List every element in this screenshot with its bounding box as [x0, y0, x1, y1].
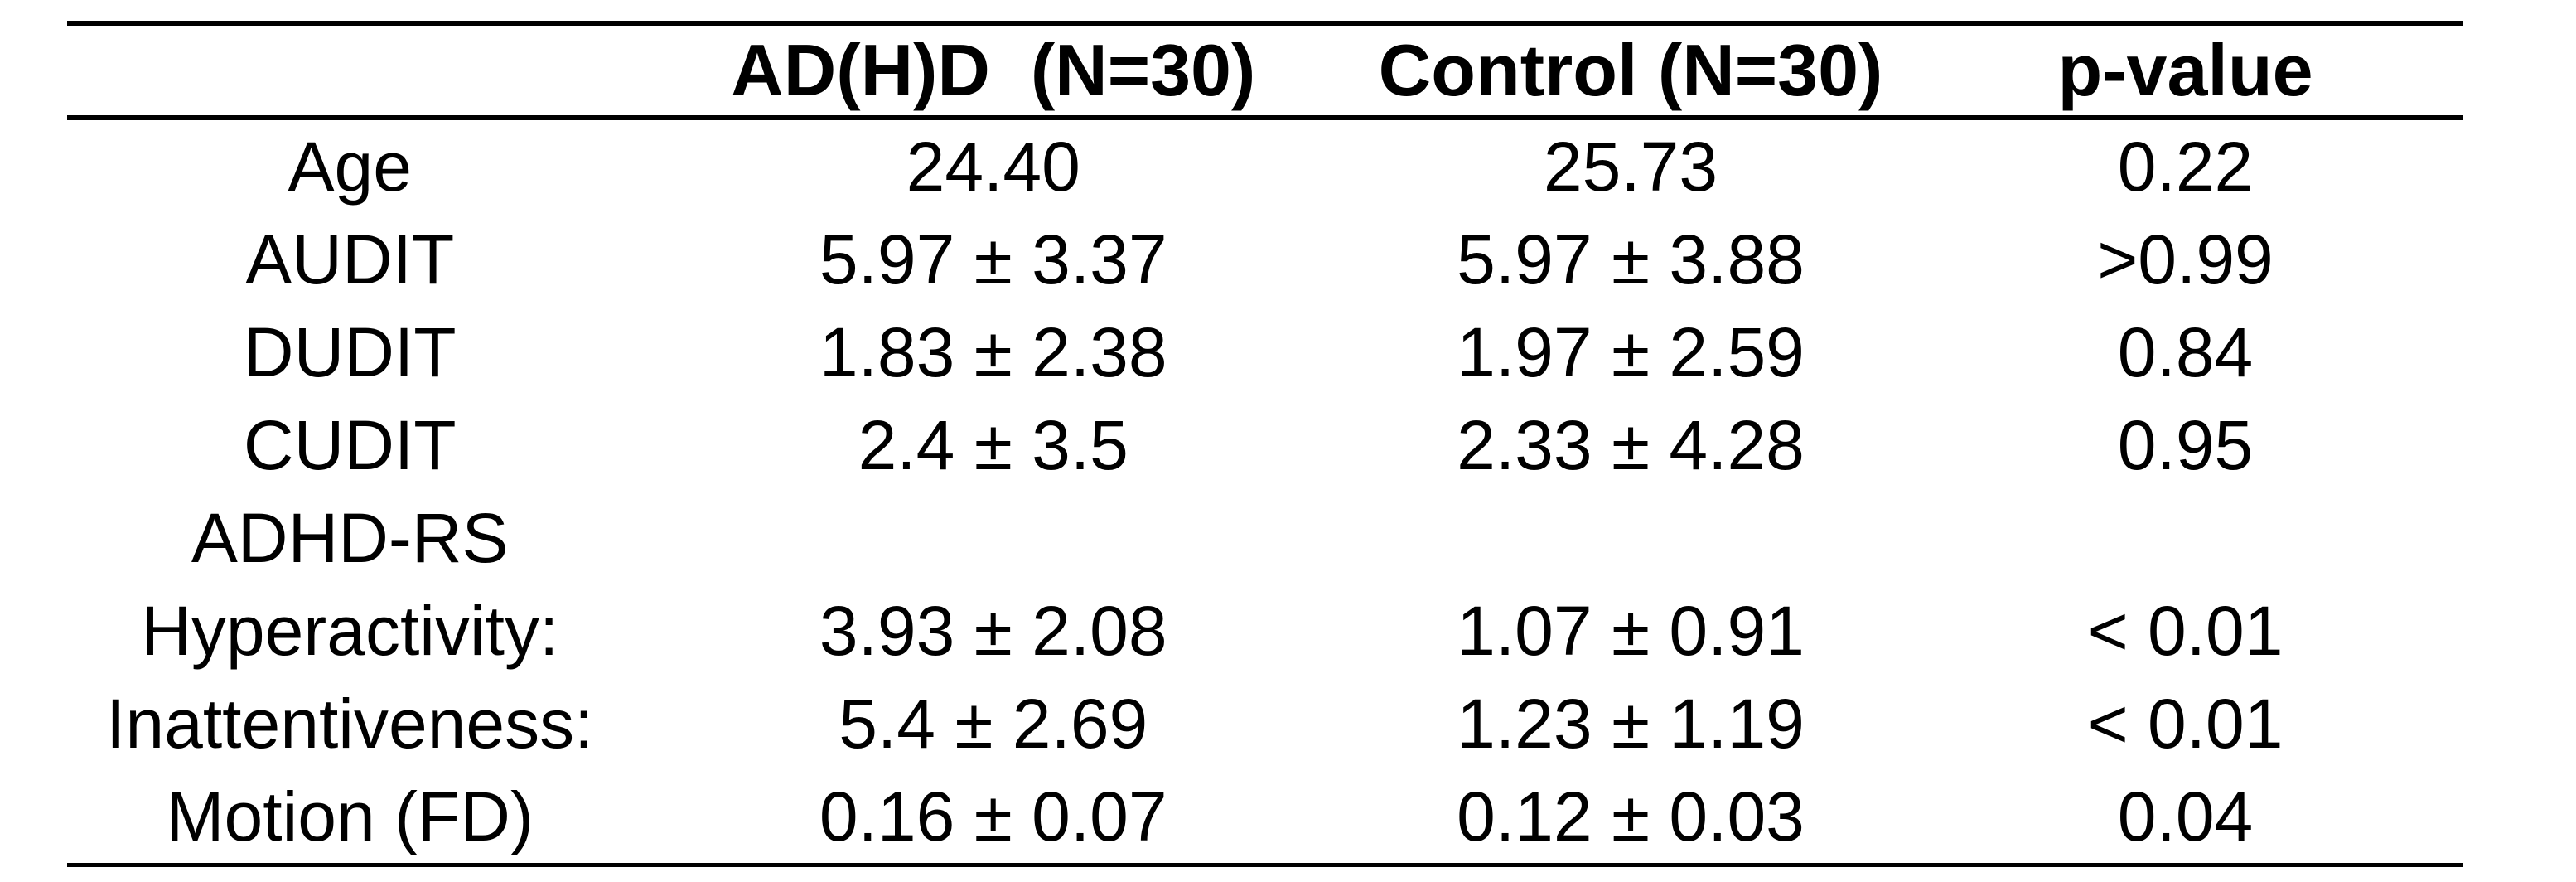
p-value-cell: [1907, 492, 2463, 584]
row-label-cell: Hyperactivity:: [141, 591, 559, 670]
control-value-cell: 1.97 ± 2.59: [1457, 313, 1805, 391]
p-value-cell: 0.95: [2117, 405, 2254, 484]
adhd-value-cell: 1.83 ± 2.38: [819, 313, 1167, 391]
header-row: AD(H)D (N=30) Control (N=30) p-value: [67, 23, 2463, 120]
control-value-cell: [1354, 492, 1907, 584]
table-row-dudit: DUDIT 1.83 ± 2.38 1.97 ± 2.59 0.84: [67, 306, 2463, 399]
column-header-adhd: AD(H)D (N=30): [632, 23, 1354, 120]
p-value-cell: < 0.01: [2087, 684, 2284, 763]
adhd-value-cell: 5.97 ± 3.37: [819, 220, 1167, 298]
table-body: Age 24.40 25.73 0.22 AUDIT 5.97 ± 3.37 5…: [67, 118, 2463, 865]
row-label-cell: Inattentiveness:: [106, 684, 594, 763]
table-row-audit: AUDIT 5.97 ± 3.37 5.97 ± 3.88 >0.99: [67, 213, 2463, 306]
p-value-cell: 0.84: [2117, 313, 2254, 391]
adhd-value-cell: 24.40: [906, 127, 1080, 206]
row-label-cell: AUDIT: [245, 220, 455, 298]
control-value-cell: 2.33 ± 4.28: [1457, 405, 1805, 484]
column-header-blank: [67, 23, 633, 120]
control-value-cell: 0.12 ± 0.03: [1457, 777, 1805, 855]
table-row-hyperactivity: Hyperactivity: 3.93 ± 2.08 1.07 ± 0.91 <…: [67, 584, 2463, 677]
adhd-value-cell: [633, 492, 1354, 584]
adhd-value-cell: 3.93 ± 2.08: [819, 591, 1167, 670]
control-value-cell: 5.97 ± 3.88: [1457, 220, 1805, 298]
p-value-cell: 0.22: [2117, 127, 2254, 206]
column-header-pvalue: p-value: [1907, 23, 2463, 120]
row-label-cell: Motion (FD): [166, 777, 534, 855]
control-value-cell: 25.73: [1543, 127, 1718, 206]
table-row-adhd-rs: ADHD-RS: [67, 492, 2463, 584]
demographics-table-wrap: AD(H)D (N=30) Control (N=30) p-value Age…: [67, 21, 2463, 867]
table-row-inattentiveness: Inattentiveness: 5.4 ± 2.69 1.23 ± 1.19 …: [67, 677, 2463, 770]
adhd-value-cell: 2.4 ± 3.5: [858, 405, 1129, 484]
row-label-cell: DUDIT: [243, 313, 457, 391]
demographics-table: AD(H)D (N=30) Control (N=30) p-value Age…: [67, 21, 2463, 867]
table-row-cudit: CUDIT 2.4 ± 3.5 2.33 ± 4.28 0.95: [67, 399, 2463, 492]
table-row-motion-fd: Motion (FD) 0.16 ± 0.07 0.12 ± 0.03 0.04: [67, 770, 2463, 865]
p-value-cell: < 0.01: [2087, 591, 2284, 670]
control-value-cell: 1.23 ± 1.19: [1457, 684, 1805, 763]
p-value-cell: 0.04: [2117, 777, 2254, 855]
table-row-age: Age 24.40 25.73 0.22: [67, 118, 2463, 213]
adhd-value-cell: 5.4 ± 2.69: [839, 684, 1148, 763]
row-label-cell: ADHD-RS: [191, 498, 509, 577]
control-value-cell: 1.07 ± 0.91: [1457, 591, 1805, 670]
table-header: AD(H)D (N=30) Control (N=30) p-value: [67, 23, 2463, 120]
row-label-cell: CUDIT: [243, 405, 457, 484]
column-header-control: Control (N=30): [1353, 23, 1908, 120]
row-label-cell: Age: [288, 127, 412, 206]
p-value-cell: >0.99: [2097, 220, 2274, 298]
adhd-value-cell: 0.16 ± 0.07: [819, 777, 1167, 855]
